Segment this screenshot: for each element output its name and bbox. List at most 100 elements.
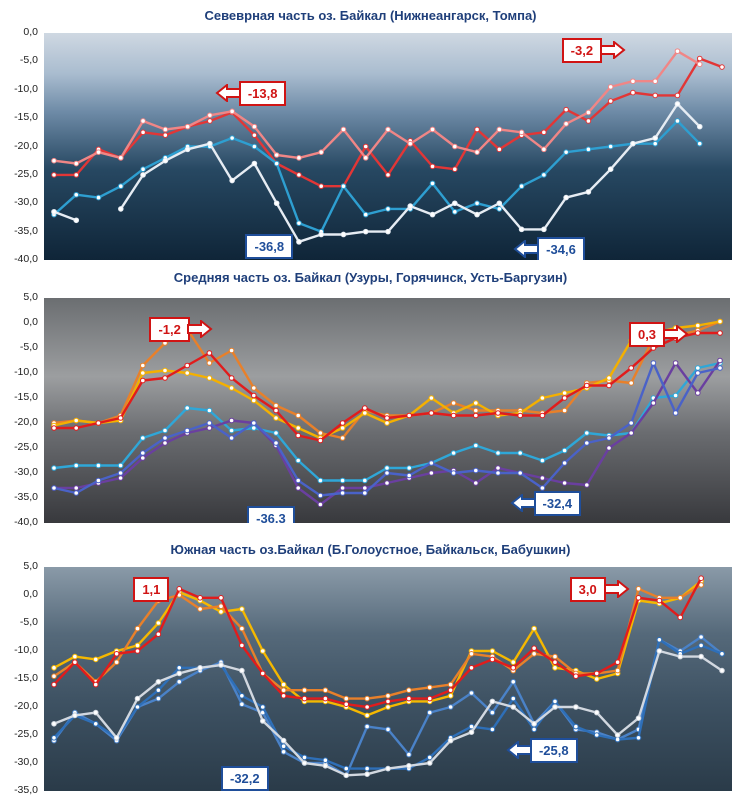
- data-point: [184, 362, 190, 369]
- data-point: [162, 435, 168, 441]
- data-point: [140, 370, 146, 376]
- y-tick-label: -20,0: [14, 139, 38, 152]
- callout-label: -32,4: [533, 490, 582, 516]
- data-point: [296, 172, 302, 178]
- data-point: [541, 172, 547, 178]
- plot-svg-north: [44, 33, 732, 260]
- data-point: [362, 143, 369, 150]
- data-point: [426, 684, 433, 691]
- data-point: [607, 98, 614, 104]
- data-point: [585, 189, 592, 195]
- data-point: [228, 435, 235, 441]
- data-point: [674, 48, 681, 54]
- data-point: [593, 732, 600, 738]
- data-point: [429, 211, 436, 218]
- arrow-left-icon: [509, 493, 536, 512]
- y-tick-label: -5,0: [19, 341, 38, 353]
- data-point: [239, 667, 245, 674]
- data-point: [717, 357, 723, 364]
- data-point: [510, 695, 517, 702]
- data-point: [207, 140, 213, 147]
- y-tick-label: 0,0: [23, 26, 38, 38]
- data-point: [698, 642, 704, 649]
- data-point: [73, 191, 80, 198]
- data-point: [385, 765, 391, 772]
- series-line-1: [53, 580, 702, 717]
- data-point: [229, 177, 235, 184]
- data-point: [474, 149, 480, 155]
- data-point: [184, 123, 191, 130]
- data-point: [468, 723, 475, 730]
- data-point: [652, 135, 659, 141]
- data-point: [585, 118, 592, 124]
- data-point: [273, 440, 279, 446]
- data-point: [672, 410, 679, 416]
- data-point: [552, 704, 558, 710]
- data-point: [698, 634, 704, 640]
- data-point: [296, 220, 302, 226]
- series-line-3: [53, 119, 701, 233]
- data-point: [184, 370, 190, 376]
- data-point: [656, 648, 663, 654]
- data-point: [606, 382, 612, 389]
- data-point: [628, 365, 635, 371]
- data-point: [384, 420, 390, 426]
- data-point: [672, 392, 679, 399]
- data-point: [301, 687, 308, 693]
- data-point: [228, 375, 235, 381]
- data-point: [73, 172, 80, 178]
- data-point: [406, 751, 412, 758]
- callout-label: 3,0: [569, 577, 606, 603]
- y-tick-label: 0,0: [23, 588, 38, 600]
- data-point: [362, 228, 369, 235]
- data-point: [140, 362, 146, 369]
- data-point: [251, 420, 257, 426]
- data-point: [118, 206, 124, 212]
- data-point: [340, 231, 347, 238]
- data-point: [218, 595, 224, 601]
- data-point: [92, 681, 99, 688]
- data-point: [447, 737, 454, 744]
- data-point: [406, 465, 413, 471]
- data-point: [539, 395, 546, 401]
- data-point: [531, 721, 537, 727]
- data-point: [301, 760, 308, 766]
- y-tick-label: -15,0: [14, 111, 38, 124]
- data-point: [696, 140, 703, 147]
- data-point: [295, 425, 301, 431]
- data-point: [719, 667, 725, 674]
- series-line-3: [53, 577, 703, 709]
- y-tick-label: -40,0: [14, 516, 38, 528]
- data-point: [628, 380, 635, 386]
- arrow-left-icon: [215, 84, 241, 103]
- series-line-2: [53, 50, 701, 165]
- chart-title-north: Севеврная часть оз. Байкал (Нижнеангарск…: [204, 8, 537, 23]
- data-point: [162, 132, 169, 138]
- callout-label: -32,2: [221, 765, 269, 791]
- y-tick-label: -30,0: [14, 466, 38, 478]
- data-point: [473, 412, 479, 419]
- data-point: [140, 455, 146, 461]
- data-point: [51, 465, 57, 471]
- data-point: [134, 648, 141, 654]
- data-point: [452, 166, 458, 172]
- data-point: [407, 203, 414, 209]
- data-point: [322, 757, 329, 763]
- data-point: [385, 726, 391, 733]
- data-point: [362, 410, 368, 416]
- background-photo: [44, 33, 732, 260]
- data-point: [184, 146, 191, 153]
- data-point: [73, 485, 80, 491]
- data-point: [385, 693, 391, 699]
- data-point: [239, 693, 245, 699]
- data-point: [614, 659, 621, 665]
- data-point: [273, 160, 280, 167]
- y-tick-label: -25,0: [14, 728, 38, 740]
- data-point: [447, 687, 454, 693]
- data-point: [92, 721, 99, 727]
- data-point: [674, 118, 681, 124]
- data-point: [452, 200, 458, 207]
- data-point: [364, 695, 370, 702]
- data-point: [630, 78, 636, 85]
